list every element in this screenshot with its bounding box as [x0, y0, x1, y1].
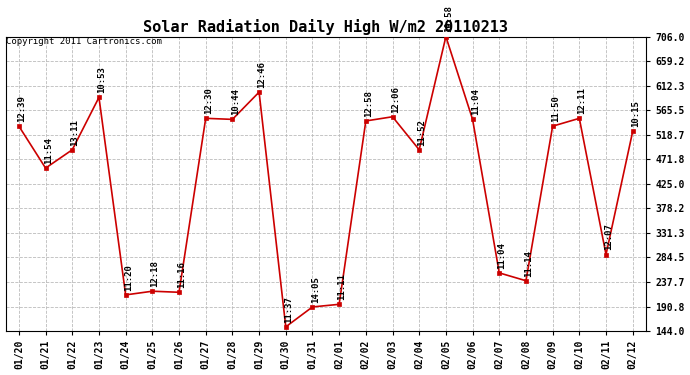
Text: 10:15: 10:15	[631, 100, 640, 127]
Text: 10:44: 10:44	[230, 88, 239, 115]
Text: 11:52: 11:52	[417, 119, 426, 146]
Text: 12:39: 12:39	[17, 95, 26, 122]
Text: Copyright 2011 Cartronics.com: Copyright 2011 Cartronics.com	[6, 37, 161, 46]
Text: 12:18: 12:18	[150, 260, 159, 287]
Title: Solar Radiation Daily High W/m2 20110213: Solar Radiation Daily High W/m2 20110213	[144, 20, 509, 35]
Text: 14:05: 14:05	[310, 276, 319, 303]
Text: 11:37: 11:37	[284, 296, 293, 322]
Text: 12:11: 12:11	[578, 87, 586, 114]
Text: 12:30: 12:30	[204, 87, 213, 114]
Text: 12:58: 12:58	[364, 90, 373, 117]
Text: 11:54: 11:54	[44, 137, 53, 164]
Text: 11:16: 11:16	[177, 261, 186, 288]
Text: 13:11: 13:11	[70, 119, 79, 146]
Text: 10:53: 10:53	[97, 66, 106, 93]
Text: 11:04: 11:04	[471, 88, 480, 115]
Text: 12:07: 12:07	[604, 224, 613, 251]
Text: 11:04: 11:04	[497, 242, 506, 269]
Text: 11:11: 11:11	[337, 273, 346, 300]
Text: 11:14: 11:14	[524, 250, 533, 277]
Text: 12:06: 12:06	[391, 86, 400, 112]
Text: 12:46: 12:46	[257, 61, 266, 88]
Text: 11:20: 11:20	[124, 264, 133, 291]
Text: 11:50: 11:50	[551, 95, 560, 122]
Text: 10:58: 10:58	[444, 6, 453, 32]
